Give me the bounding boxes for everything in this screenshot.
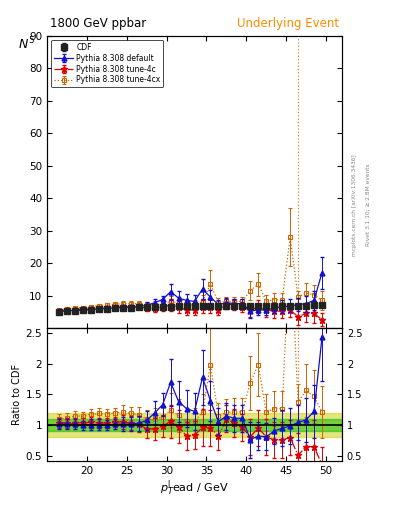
Text: 1800 GeV ppbar: 1800 GeV ppbar [50,17,146,30]
Bar [47,413,342,437]
Y-axis label: Ratio to CDF: Ratio to CDF [11,364,22,425]
Text: Rivet 3.1.10; ≥ 2.8M events: Rivet 3.1.10; ≥ 2.8M events [365,163,371,246]
Legend: CDF, Pythia 8.308 default, Pythia 8.308 tune-4c, Pythia 8.308 tune-4cx: CDF, Pythia 8.308 default, Pythia 8.308 … [51,39,163,88]
X-axis label: $p_T^{\rm l}$ead / GeV: $p_T^{\rm l}$ead / GeV [160,478,229,498]
Text: $N^5$: $N^5$ [18,36,35,52]
Text: Underlying Event: Underlying Event [237,17,339,30]
Bar [47,419,342,431]
Text: mcplots.cern.ch [arXiv:1306.3436]: mcplots.cern.ch [arXiv:1306.3436] [352,154,357,255]
